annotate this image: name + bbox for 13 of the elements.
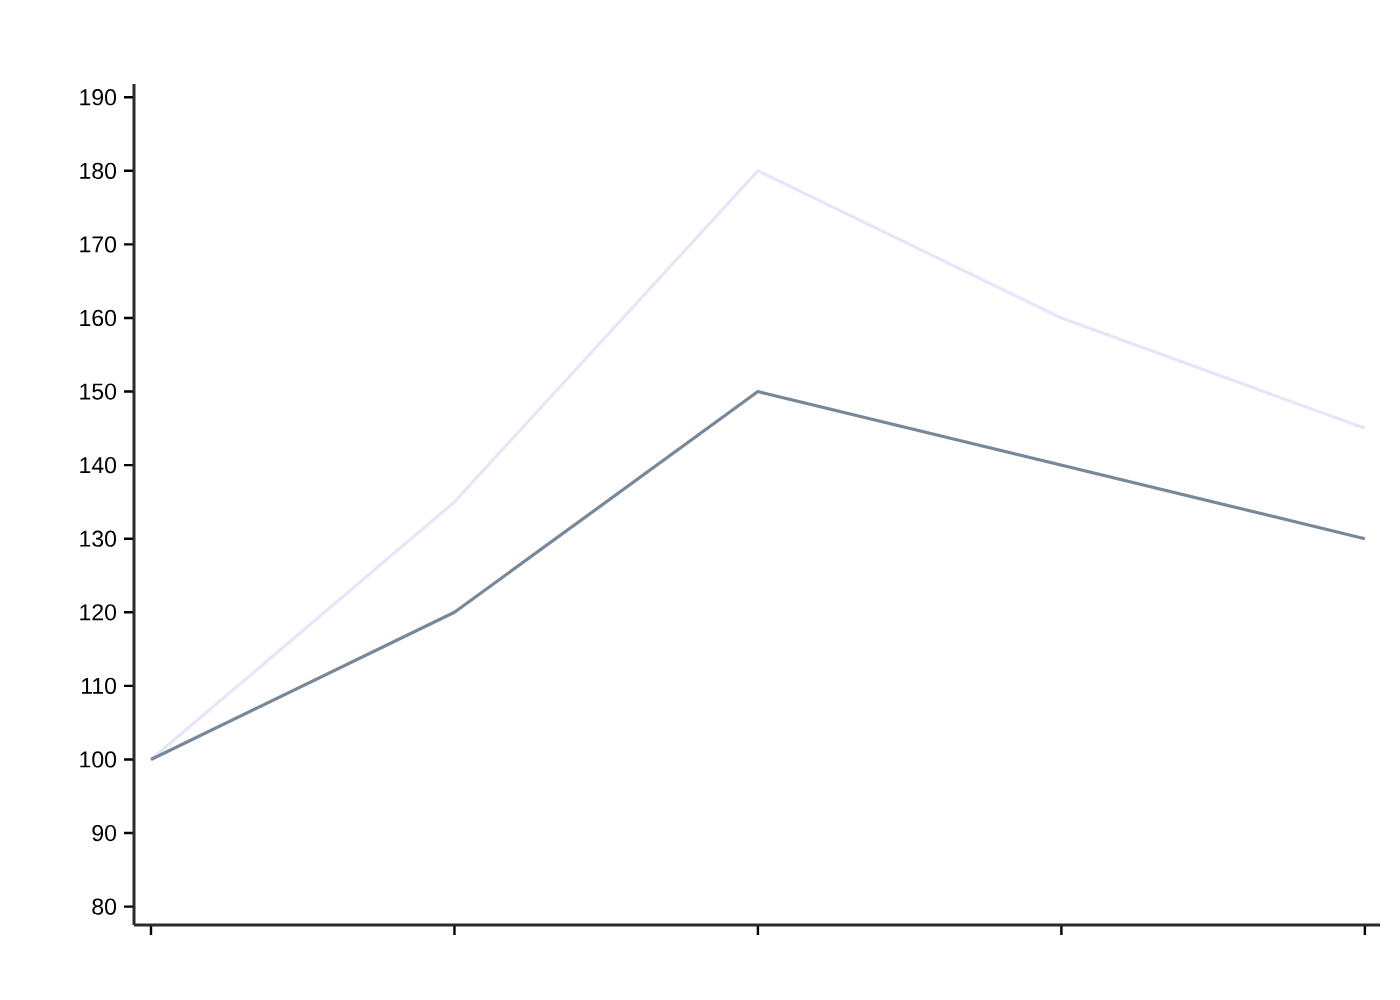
y-tick-label: 80 [92, 898, 117, 915]
y-tick-label: 110 [82, 677, 117, 694]
y-tick-label: 160 [80, 309, 117, 327]
y-tick-label: 90 [92, 824, 117, 842]
y-tick-label: 180 [80, 162, 117, 179]
y-tick-label: 120 [80, 604, 117, 621]
y-tick-label: 150 [80, 383, 117, 400]
y-tick-label: 100 [80, 751, 117, 768]
line-series [149, 169, 1367, 762]
y-tick-label: 130 [80, 530, 117, 547]
y-tick-label: 170 [80, 236, 117, 253]
y-tick-label: 140 [80, 456, 117, 474]
y-tick-label: 190 [80, 89, 117, 106]
